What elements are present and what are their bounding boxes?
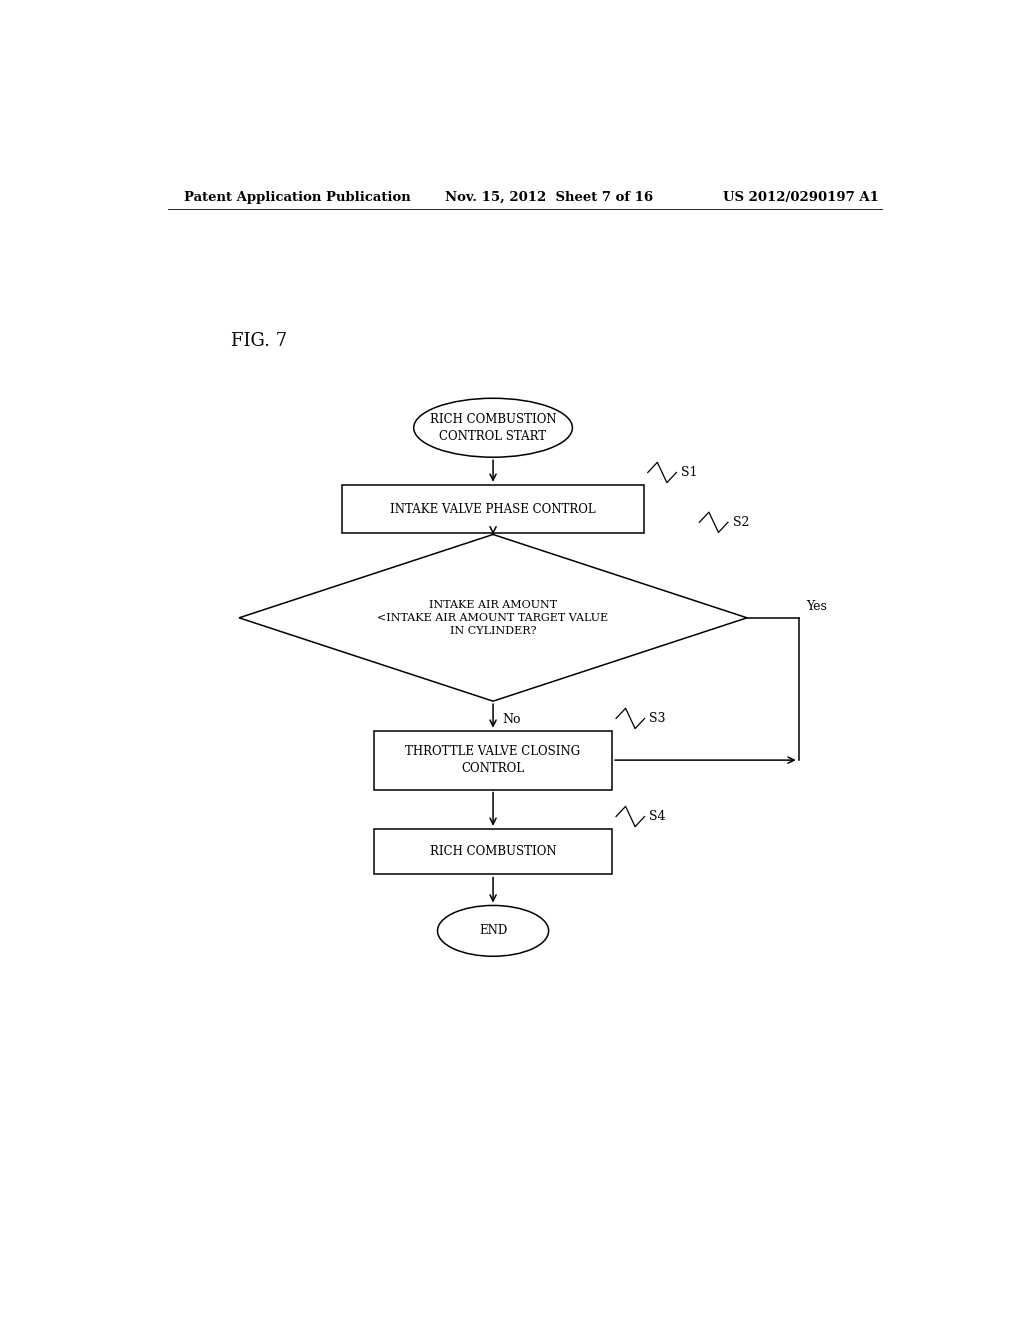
Text: No: No	[503, 713, 521, 726]
Text: INTAKE VALVE PHASE CONTROL: INTAKE VALVE PHASE CONTROL	[390, 503, 596, 516]
Ellipse shape	[414, 399, 572, 457]
Text: S2: S2	[733, 516, 750, 529]
Text: INTAKE AIR AMOUNT
<INTAKE AIR AMOUNT TARGET VALUE
IN CYLINDER?: INTAKE AIR AMOUNT <INTAKE AIR AMOUNT TAR…	[378, 599, 608, 636]
FancyBboxPatch shape	[374, 731, 612, 789]
Text: S1: S1	[681, 466, 697, 479]
Text: US 2012/0290197 A1: US 2012/0290197 A1	[723, 190, 879, 203]
Text: RICH COMBUSTION
CONTROL START: RICH COMBUSTION CONTROL START	[430, 413, 556, 442]
Text: Patent Application Publication: Patent Application Publication	[183, 190, 411, 203]
Text: END: END	[479, 924, 507, 937]
Ellipse shape	[437, 906, 549, 956]
Text: THROTTLE VALVE CLOSING
CONTROL: THROTTLE VALVE CLOSING CONTROL	[406, 744, 581, 775]
FancyBboxPatch shape	[342, 484, 644, 533]
Text: Nov. 15, 2012  Sheet 7 of 16: Nov. 15, 2012 Sheet 7 of 16	[445, 190, 653, 203]
Text: RICH COMBUSTION: RICH COMBUSTION	[430, 845, 556, 858]
Text: S3: S3	[649, 711, 666, 725]
Text: S4: S4	[649, 810, 666, 822]
Polygon shape	[240, 535, 748, 701]
FancyBboxPatch shape	[374, 829, 612, 874]
Text: Yes: Yes	[807, 599, 827, 612]
Text: FIG. 7: FIG. 7	[231, 333, 288, 350]
